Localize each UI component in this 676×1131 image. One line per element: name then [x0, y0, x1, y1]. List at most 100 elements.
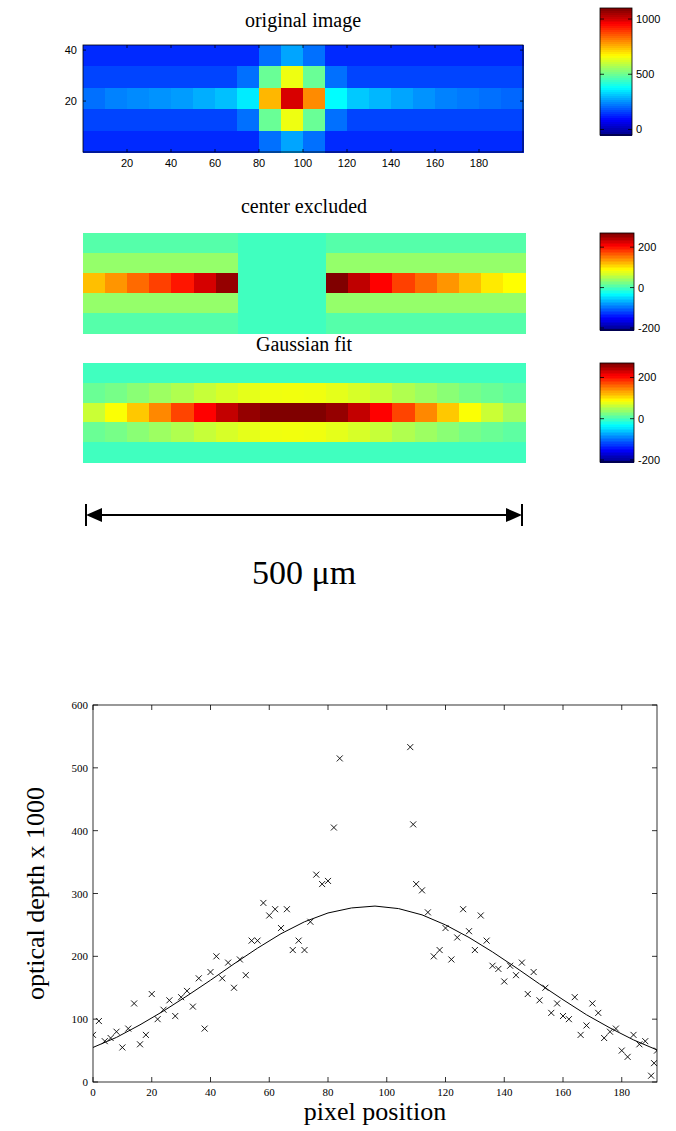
marker-stroke [249, 938, 255, 944]
heatmap-cell [347, 88, 370, 110]
heatmap-cell [304, 403, 327, 423]
data-point [631, 1032, 637, 1038]
heatmap-cell [127, 273, 150, 294]
heatmap-cell [127, 442, 150, 462]
heatmap-cell [325, 88, 348, 110]
heatmap-cell [413, 88, 436, 110]
heatmap-cell [413, 109, 436, 131]
heatmap-cell [194, 273, 217, 294]
marker-stroke [96, 1018, 102, 1024]
marker-stroke [302, 947, 308, 953]
heatmap-cell [260, 383, 283, 403]
heatmap-cell [415, 233, 438, 254]
heatmap-cell [281, 131, 304, 153]
heatmap-cell [369, 88, 392, 110]
data-point [166, 997, 172, 1003]
heatmap-cell [415, 293, 438, 314]
colorbar [600, 8, 632, 136]
heatmap-cell [347, 131, 370, 153]
colorbar-tick-label: -200 [638, 454, 660, 466]
marker-stroke [284, 906, 290, 912]
heatmap-cell [370, 403, 393, 423]
data-point [266, 912, 272, 918]
heatmap-cell [326, 383, 349, 403]
x-tick [445, 1077, 446, 1082]
marker-stroke [431, 953, 437, 959]
heatmap-cell [216, 383, 239, 403]
heatmap-cell [260, 253, 283, 274]
heatmap-cell [149, 442, 172, 462]
x-tick [171, 45, 172, 48]
heatmap-cell [415, 253, 438, 274]
y-tick [93, 830, 98, 831]
marker-stroke [437, 947, 443, 953]
heatmap-cell [194, 403, 217, 423]
scale-bar: 500 μm [86, 504, 522, 591]
colorbar-tick-label: 0 [636, 123, 642, 135]
data-point [155, 1016, 161, 1022]
heatmap-cell [370, 273, 393, 294]
data-point [202, 1026, 208, 1032]
colorbar-tick [600, 74, 604, 75]
heatmap-cell [194, 253, 217, 274]
scatter-panel: 0204060801001201401601800100200300400500… [21, 699, 660, 1126]
heatmap-cell [171, 383, 194, 403]
heatmap-cell [237, 88, 260, 110]
marker-stroke [584, 1022, 590, 1028]
x-tick-label: 180 [614, 1086, 631, 1098]
heatmap-cell [481, 273, 504, 294]
x-tick [269, 705, 270, 710]
y-tick [83, 101, 86, 102]
heatmap-cell [503, 313, 526, 334]
heatmap-cell [171, 363, 194, 383]
heatmap-cell [326, 233, 349, 254]
data-point [255, 938, 261, 944]
heatmap-cell [193, 45, 216, 67]
heatmap-cell [457, 109, 480, 131]
heatmap-cell [347, 109, 370, 131]
marker-stroke [337, 755, 343, 761]
data-point [466, 928, 472, 934]
data-point [278, 925, 284, 931]
marker-stroke [490, 963, 496, 969]
marker-stroke [560, 1013, 566, 1019]
plot-frame [83, 45, 523, 152]
heatmap-cell [127, 88, 150, 110]
data-point [172, 1013, 178, 1019]
x-tick-label: 40 [165, 157, 177, 169]
data-point [225, 960, 231, 966]
heatmap-cell [105, 45, 128, 67]
colorbar [600, 233, 634, 331]
data-point [219, 975, 225, 981]
heatmap-cell [260, 313, 283, 334]
data-point [642, 1038, 648, 1044]
x-tick [127, 45, 128, 48]
y-tick-label: 20 [65, 95, 77, 107]
data-point [149, 991, 155, 997]
marker-stroke [196, 975, 202, 981]
marker-stroke [243, 972, 249, 978]
heatmap-cell [413, 131, 436, 153]
x-tick [269, 1077, 270, 1082]
y-tick-label: 0 [83, 1076, 89, 1088]
heatmap-cell [348, 293, 371, 314]
heatmap-cell [303, 66, 326, 88]
marker-stroke [407, 744, 413, 750]
data-point [114, 1029, 120, 1035]
data-point [472, 947, 478, 953]
data-point [419, 887, 425, 893]
y-axis-title: optical depth x 1000 [21, 787, 50, 1000]
heatmap-cell [481, 253, 504, 274]
data-point [513, 972, 519, 978]
heatmap-cell [392, 233, 415, 254]
x-tick-label: 100 [294, 157, 312, 169]
x-tick [215, 149, 216, 152]
heatmap-cell [194, 293, 217, 314]
y-tick [93, 956, 98, 957]
heatmap-cell [105, 293, 128, 314]
heatmap-cell [127, 313, 150, 334]
heatmap-cell [237, 109, 260, 131]
data-point [484, 938, 490, 944]
data-point [554, 1000, 560, 1006]
heatmap-cell [479, 109, 502, 131]
